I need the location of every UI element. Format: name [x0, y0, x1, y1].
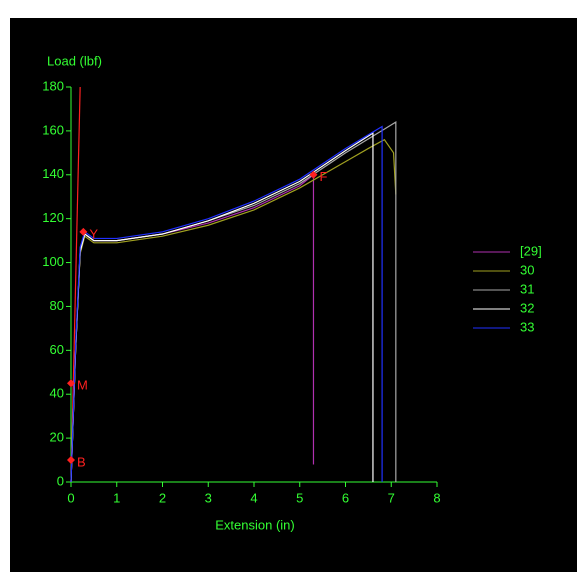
point-marker	[67, 456, 75, 465]
x-tick-label: 8	[433, 490, 440, 505]
point-marker	[79, 227, 88, 236]
x-tick-label: 0	[67, 490, 74, 505]
point-marker	[67, 379, 75, 388]
point-label: M	[77, 378, 88, 393]
x-tick-label: 6	[342, 490, 349, 505]
y-tick-label: 100	[42, 254, 64, 269]
modulus-line	[70, 86, 81, 483]
y-tick-label: 80	[50, 298, 64, 313]
legend-label: 33	[520, 319, 534, 334]
y-tick-label: 20	[50, 430, 64, 445]
point-marker	[309, 170, 318, 179]
x-tick-label: 5	[296, 490, 303, 505]
x-tick-label: 4	[250, 490, 257, 505]
y-tick-label: 160	[42, 122, 64, 137]
legend-label: 31	[520, 281, 534, 296]
y-tick-label: 0	[57, 473, 64, 488]
point-label: Y	[89, 226, 98, 241]
y-tick-label: 40	[50, 386, 64, 401]
x-tick-label: 7	[388, 490, 395, 505]
legend-label: 32	[520, 300, 534, 315]
plot-background	[10, 18, 577, 572]
point-label: F	[319, 169, 327, 184]
x-axis-label: Extension (in)	[215, 517, 294, 532]
y-tick-label: 60	[50, 342, 64, 357]
y-tick-label: 140	[42, 166, 64, 181]
x-tick-label: 1	[113, 490, 120, 505]
y-axis-label: Load (lbf)	[47, 53, 102, 68]
x-tick-label: 3	[205, 490, 212, 505]
y-tick-label: 120	[42, 210, 64, 225]
series-line	[70, 125, 383, 483]
y-tick-label: 180	[42, 78, 64, 93]
point-label: B	[77, 454, 86, 469]
legend-label: [29]	[520, 243, 542, 258]
x-tick-label: 2	[159, 490, 166, 505]
legend-label: 30	[520, 262, 534, 277]
